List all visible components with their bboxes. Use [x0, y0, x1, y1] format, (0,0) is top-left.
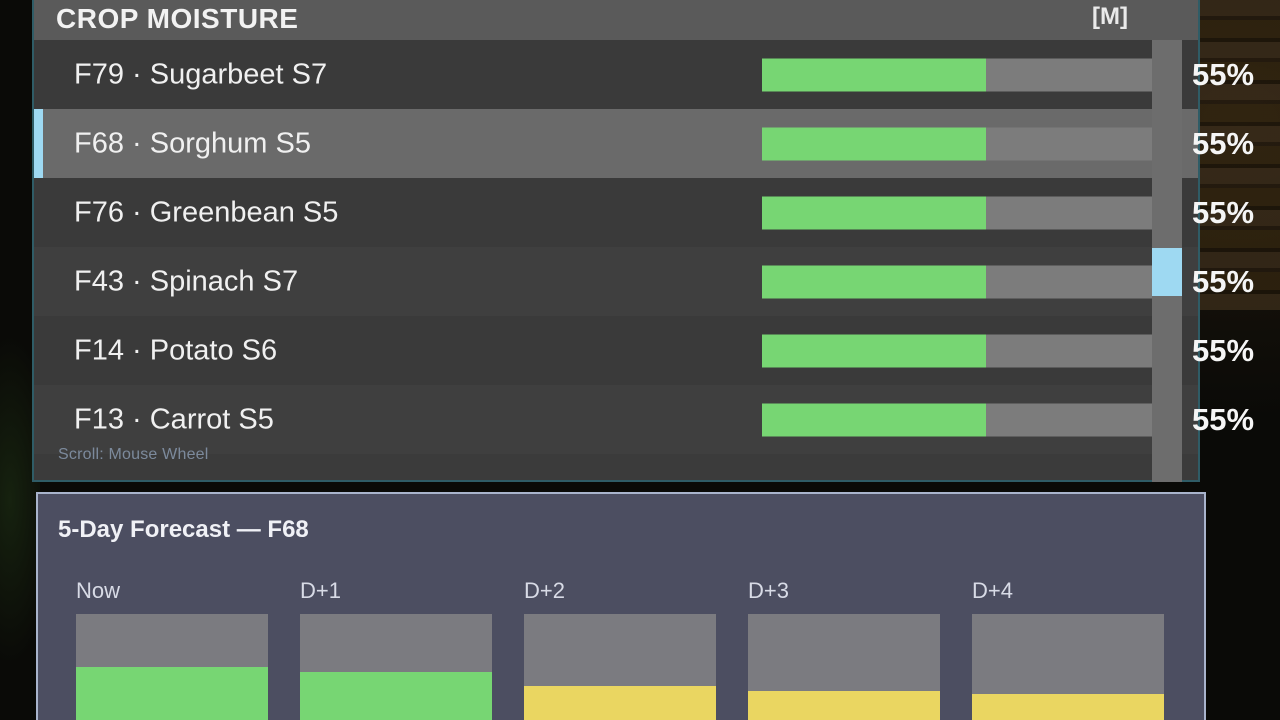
forecast-day-label: Now: [76, 578, 121, 603]
list-scrollbar[interactable]: [1152, 40, 1182, 482]
table-row[interactable]: F13 · Carrot S5 55%: [34, 385, 1254, 454]
table-row[interactable]: F79 · Sugarbeet S7 55%: [34, 40, 1254, 109]
hotkey-badge: [M]: [1092, 3, 1128, 30]
crop-field-label: F76 · Greenbean S5: [74, 196, 339, 228]
forecast-column: Now: [76, 578, 268, 720]
moisture-bar-track: [762, 265, 1170, 298]
moisture-percent-label: 55%: [1192, 194, 1255, 230]
moisture-bar-track: [762, 196, 1170, 229]
crop-field-label: F43 · Spinach S7: [74, 265, 299, 297]
moisture-bar-track: [762, 127, 1170, 160]
forecast-gauge-track: [972, 614, 1164, 720]
forecast-gauge-fill: [300, 671, 492, 720]
moisture-percent-label: 55%: [1192, 332, 1255, 368]
moisture-bar-fill: [762, 127, 987, 160]
scrollbar-thumb[interactable]: [1152, 247, 1182, 297]
forecast-day-label: D+1: [300, 578, 341, 603]
forecast-column: D+4: [972, 578, 1164, 720]
table-row[interactable]: F76 · Greenbean S5 55%: [34, 178, 1254, 247]
forecast-gauge-track: [76, 614, 268, 720]
forecast-column: D+1: [300, 578, 492, 720]
crop-field-label: F13 · Carrot S5: [74, 403, 274, 435]
moisture-bar-fill: [762, 403, 987, 436]
crop-field-label: F14 · Potato S6: [74, 334, 278, 366]
forecast-column: D+2: [524, 578, 716, 720]
moisture-bar-fill: [762, 196, 987, 229]
moisture-percent-label: 55%: [1192, 263, 1255, 299]
forecast-gauge-fill: [748, 690, 940, 720]
table-row[interactable]: F14 · Potato S6 55%: [34, 316, 1254, 385]
moisture-bar-track: [762, 334, 1170, 367]
forecast-day-label: D+4: [972, 578, 1013, 603]
moisture-percent-label: 55%: [1192, 125, 1255, 161]
forecast-column: D+3: [748, 578, 940, 720]
forecast-gauge-fill: [524, 686, 716, 720]
crop-moisture-list[interactable]: F79 · Sugarbeet S7 55% F68 · Sorghum S5 55%…: [34, 40, 1254, 482]
moisture-bar-track: [762, 403, 1170, 436]
moisture-bar-track: [762, 58, 1170, 91]
crop-field-label: F68 · Sorghum S5: [74, 127, 311, 159]
table-row[interactable]: F68 · Sorghum S5 55%: [34, 109, 1254, 178]
row-selection-accent: [34, 109, 43, 178]
moisture-percent-label: 55%: [1192, 56, 1255, 92]
panel-header: [34, 0, 1198, 40]
forecast-gauge-track: [300, 614, 492, 720]
moisture-bar-fill: [762, 58, 987, 91]
forecast-gauge-track: [524, 614, 716, 720]
moisture-bar-fill: [762, 265, 987, 298]
table-row[interactable]: F43 · Spinach S7 55%: [34, 247, 1254, 316]
page-title: CROP MOISTURE: [56, 3, 299, 34]
forecast-panel: 5-Day Forecast — F68 Now D+1 D+2 D+3 D+4: [36, 492, 1206, 720]
background-wood-texture: [1196, 0, 1280, 310]
forecast-day-label: D+2: [524, 578, 565, 603]
crop-moisture-panel: CROP MOISTURE [M] F79 · Sugarbeet S7 55% F…: [32, 0, 1254, 482]
forecast-title: 5-Day Forecast — F68: [58, 516, 309, 543]
forecast-gauge-fill: [76, 666, 268, 720]
moisture-percent-label: 55%: [1192, 401, 1255, 437]
moisture-bar-fill: [762, 334, 987, 367]
forecast-gauge-fill: [972, 694, 1164, 720]
crop-field-label: F79 · Sugarbeet S7: [74, 58, 328, 90]
scroll-hint-label: Scroll: Mouse Wheel: [58, 446, 209, 463]
forecast-gauge-track: [748, 614, 940, 720]
forecast-day-label: D+3: [748, 578, 789, 603]
